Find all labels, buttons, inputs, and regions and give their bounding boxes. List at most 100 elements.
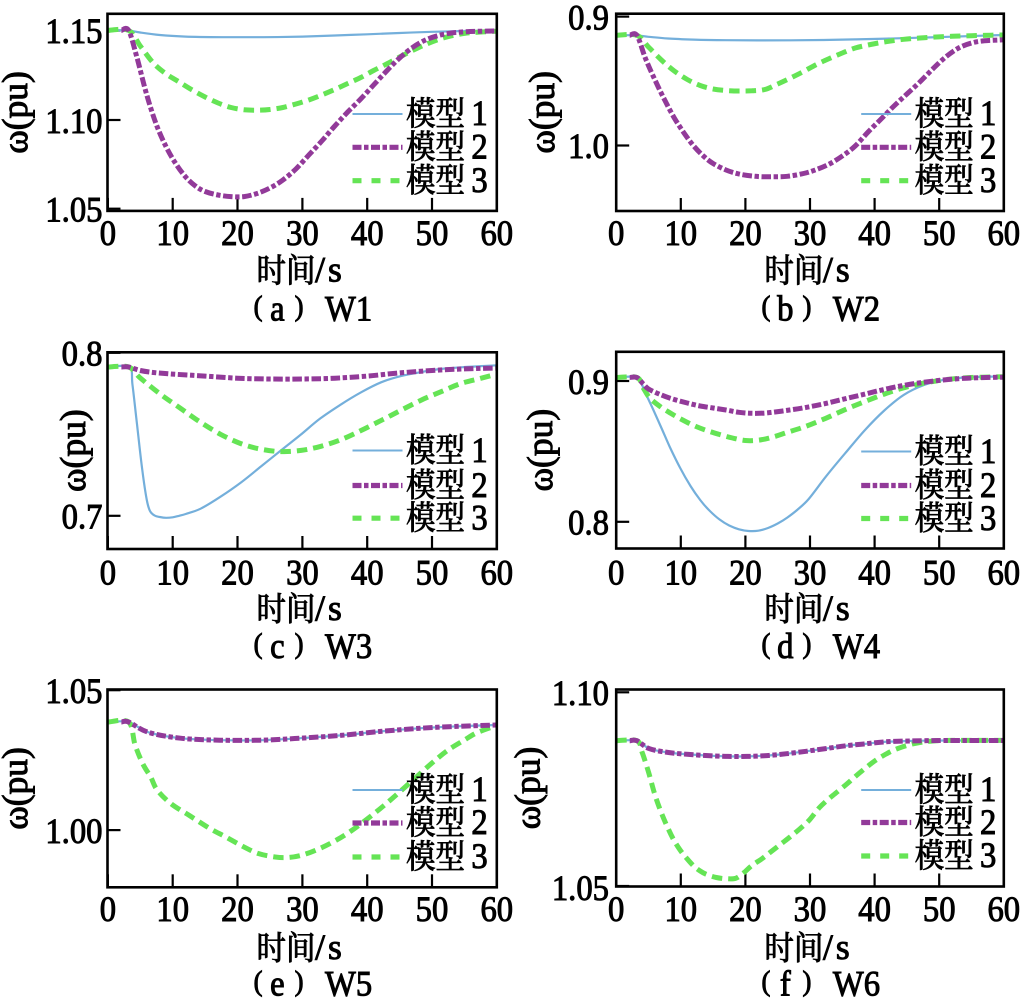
svg-text:1.10: 1.10 — [552, 675, 609, 714]
svg-text:): ) — [803, 291, 812, 323]
svg-text:W2: W2 — [833, 290, 880, 329]
svg-text:20: 20 — [221, 891, 254, 930]
svg-text:(: ( — [762, 291, 771, 323]
svg-text:10: 10 — [156, 891, 189, 930]
svg-text:): ) — [295, 291, 304, 323]
svg-text:40: 40 — [858, 215, 891, 254]
svg-text:0: 0 — [608, 215, 624, 254]
svg-text:3: 3 — [471, 838, 487, 877]
svg-text:20: 20 — [221, 215, 254, 254]
svg-text:ω(pu): ω(pu) — [0, 71, 35, 154]
svg-text:30: 30 — [794, 215, 827, 254]
svg-text:1.05: 1.05 — [45, 673, 102, 712]
svg-text:): ) — [803, 966, 812, 998]
svg-text:/s: /s — [315, 250, 345, 290]
svg-text:c: c — [270, 628, 284, 667]
svg-text:): ) — [295, 966, 304, 998]
svg-text:b: b — [777, 290, 793, 329]
svg-text:2: 2 — [471, 128, 487, 167]
svg-text:40: 40 — [351, 215, 384, 254]
svg-text:30: 30 — [286, 554, 319, 593]
svg-text:2: 2 — [471, 804, 487, 843]
svg-text:1.0: 1.0 — [568, 128, 609, 167]
svg-text:30: 30 — [794, 554, 827, 593]
svg-text:(: ( — [254, 966, 263, 998]
svg-text:3: 3 — [980, 500, 996, 539]
svg-text:W4: W4 — [833, 628, 880, 667]
svg-text:1.15: 1.15 — [45, 13, 102, 52]
svg-text:10: 10 — [156, 215, 189, 254]
svg-text:): ) — [295, 628, 304, 660]
svg-text:0.7: 0.7 — [62, 498, 103, 537]
svg-text:50: 50 — [416, 554, 449, 593]
svg-text:1: 1 — [471, 95, 487, 134]
svg-text:0: 0 — [608, 554, 624, 593]
svg-text:60: 60 — [480, 554, 513, 593]
svg-text:/s: /s — [823, 588, 853, 628]
svg-text:ω(pu): ω(pu) — [0, 747, 35, 830]
svg-text:W3: W3 — [325, 628, 372, 667]
svg-text:1: 1 — [980, 95, 996, 134]
svg-text:(: ( — [762, 966, 771, 998]
svg-text:1.05: 1.05 — [552, 870, 609, 909]
svg-text:1.10: 1.10 — [45, 103, 102, 142]
svg-text:40: 40 — [858, 891, 891, 930]
svg-text:0: 0 — [608, 891, 624, 930]
svg-text:0.8: 0.8 — [568, 504, 609, 543]
svg-text:40: 40 — [351, 891, 384, 930]
svg-text:10: 10 — [664, 554, 697, 593]
svg-text:ω(pu): ω(pu) — [53, 409, 93, 492]
svg-text:1.00: 1.00 — [45, 813, 102, 852]
svg-text:20: 20 — [729, 215, 762, 254]
svg-text:2: 2 — [980, 804, 996, 843]
svg-text:(: ( — [762, 628, 771, 660]
svg-text:3: 3 — [471, 499, 487, 538]
svg-text:10: 10 — [156, 554, 189, 593]
svg-text:30: 30 — [286, 215, 319, 254]
svg-text:1: 1 — [980, 433, 996, 472]
svg-text:50: 50 — [923, 554, 956, 593]
svg-text:50: 50 — [416, 215, 449, 254]
svg-text:1: 1 — [471, 771, 487, 810]
svg-text:0.9: 0.9 — [568, 364, 609, 403]
svg-text:20: 20 — [729, 891, 762, 930]
svg-text:3: 3 — [471, 162, 487, 201]
svg-text:3: 3 — [980, 837, 996, 876]
svg-text:3: 3 — [980, 162, 996, 201]
svg-text:50: 50 — [416, 891, 449, 930]
svg-text:20: 20 — [221, 554, 254, 593]
svg-text:/s: /s — [315, 927, 345, 967]
svg-text:60: 60 — [480, 891, 513, 930]
svg-text:0.8: 0.8 — [62, 335, 103, 374]
svg-text:0: 0 — [100, 554, 116, 593]
svg-text:10: 10 — [664, 215, 697, 254]
svg-text:W1: W1 — [325, 290, 372, 329]
svg-text:40: 40 — [858, 554, 891, 593]
svg-text:/s: /s — [315, 588, 345, 628]
svg-text:40: 40 — [351, 554, 384, 593]
svg-text:f: f — [780, 965, 791, 1000]
svg-text:20: 20 — [729, 554, 762, 593]
svg-text:60: 60 — [987, 891, 1020, 930]
svg-text:60: 60 — [987, 215, 1020, 254]
svg-text:e: e — [270, 965, 284, 1000]
svg-text:(: ( — [254, 628, 263, 660]
svg-text:2: 2 — [471, 467, 487, 506]
svg-text:0: 0 — [100, 891, 116, 930]
svg-text:ω(pu): ω(pu) — [508, 747, 548, 830]
svg-text:/s: /s — [823, 927, 853, 967]
svg-text:1: 1 — [471, 432, 487, 471]
svg-text:W6: W6 — [833, 965, 880, 1000]
svg-text:10: 10 — [664, 891, 697, 930]
svg-text:30: 30 — [286, 891, 319, 930]
svg-text:30: 30 — [794, 891, 827, 930]
svg-text:2: 2 — [980, 128, 996, 167]
svg-text:W5: W5 — [325, 965, 372, 1000]
svg-text:0: 0 — [100, 215, 116, 254]
svg-text:ω(pu): ω(pu) — [522, 71, 562, 154]
svg-text:): ) — [803, 628, 812, 660]
svg-text:(: ( — [254, 291, 263, 323]
svg-text:a: a — [270, 290, 284, 329]
svg-text:ω(pu): ω(pu) — [520, 409, 560, 492]
svg-text:60: 60 — [987, 554, 1020, 593]
